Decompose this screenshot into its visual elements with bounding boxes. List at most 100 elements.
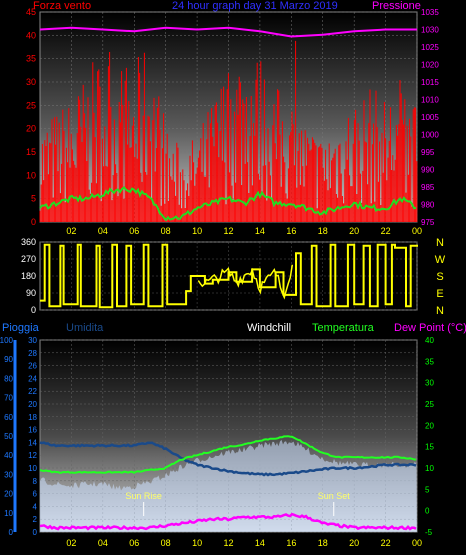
rain-tick-label: 70 [4, 394, 13, 403]
pressure-tick-label: 985 [421, 183, 435, 192]
wind-tick-label: 40 [26, 30, 36, 40]
hour-tick-label: 20 [349, 538, 359, 548]
temperature-tick-label: 25 [425, 400, 434, 409]
rain-tick-label: 80 [4, 374, 13, 383]
hour-tick-label: 22 [381, 538, 391, 548]
wind-tick-label: 45 [26, 7, 36, 17]
direction-tick-label: 180 [21, 271, 36, 281]
pressure-tick-label: 1010 [421, 96, 439, 105]
humidity-tick-label: 4 [33, 502, 38, 511]
humidity-tick-label: 22 [28, 387, 37, 396]
hour-tick-label: 02 [66, 538, 76, 548]
wind-tick-label: 15 [26, 147, 36, 157]
humidity-tick-label: 14 [28, 438, 37, 447]
wind-tick-label: 25 [26, 100, 36, 110]
hour-tick-label: 12 [223, 538, 233, 548]
hour-tick-label: 04 [98, 226, 108, 236]
hour-tick-label: 00 [412, 226, 422, 236]
humidity-series [39, 441, 417, 477]
dewpoint-series [39, 512, 417, 531]
pressure-tick-label: 1030 [421, 26, 439, 35]
temperature-panel-marks [39, 435, 417, 532]
compass-label-n: N [436, 237, 444, 249]
compass-label-w: W [435, 254, 446, 266]
hour-tick-label: 18 [318, 226, 328, 236]
legend-humidity: Umidita [66, 322, 104, 334]
pressure-tick-label: 1020 [421, 61, 439, 70]
temperature-series [39, 435, 417, 474]
rain-tick-label: 40 [4, 451, 13, 460]
rain-tick-label: 20 [4, 490, 13, 499]
compass-label-e: E [436, 288, 443, 300]
hour-tick-label: 10 [192, 226, 202, 236]
temperature-tick-label: 30 [425, 379, 434, 388]
temperature-tick-label: 40 [425, 336, 434, 345]
wind-tick-label: 10 [26, 170, 36, 180]
rain-tick-label: 0 [9, 528, 14, 537]
humidity-tick-label: 30 [28, 336, 37, 345]
hour-tick-label: 14 [255, 538, 265, 548]
direction-panel-marks [40, 243, 418, 309]
humidity-tick-label: 18 [28, 413, 37, 422]
pressure-tick-label: 990 [421, 166, 435, 175]
temperature-tick-label: 15 [425, 443, 434, 452]
pressure-axis-title: Pressione [372, 0, 421, 12]
direction-tick-label: 270 [21, 254, 36, 264]
legend-temperature: Temperatura [312, 322, 375, 334]
humidity-tick-label: 2 [33, 515, 38, 524]
wind-direction-variability [197, 264, 294, 300]
direction-tick-label: 360 [21, 237, 36, 247]
hour-tick-label: 00 [412, 538, 422, 548]
pressure-tick-label: 1035 [421, 8, 439, 17]
rain-tick-label: 90 [4, 355, 13, 364]
windchill-area [40, 439, 417, 532]
pressure-tick-label: 1005 [421, 113, 439, 122]
pressure-tick-label: 1000 [421, 131, 439, 140]
hour-tick-label: 20 [349, 226, 359, 236]
wind-speed-series [39, 40, 418, 222]
compass-label-s: S [436, 271, 443, 283]
chart-title: 24 hour graph day 31 Marzo 2019 [172, 0, 338, 12]
rain-tick-label: 10 [4, 509, 13, 518]
humidity-tick-label: 20 [28, 400, 37, 409]
wind-direction-series [40, 243, 418, 309]
temperature-tick-label: 35 [425, 357, 434, 366]
humidity-tick-label: 26 [28, 362, 37, 371]
humidity-tick-label: 16 [28, 426, 37, 435]
temperature-tick-label: 5 [425, 485, 430, 494]
hour-tick-label: 04 [98, 538, 108, 548]
direction-tick-label: 0 [31, 305, 36, 315]
pressure-tick-label: 975 [421, 218, 435, 227]
hour-tick-label: 08 [161, 538, 171, 548]
pressure-tick-label: 980 [421, 201, 435, 210]
humidity-tick-label: 28 [28, 349, 37, 358]
hour-tick-label: 18 [318, 538, 328, 548]
wind-tick-label: 30 [26, 77, 36, 87]
temperature-tick-label: 10 [425, 464, 434, 473]
rain-tick-label: 30 [4, 470, 13, 479]
hour-tick-label: 16 [286, 226, 296, 236]
pressure-tick-label: 1015 [421, 78, 439, 87]
hour-tick-label: 06 [129, 538, 139, 548]
humidity-tick-label: 24 [28, 374, 37, 383]
wind-tick-label: 35 [26, 54, 36, 64]
wind-tick-label: 20 [26, 124, 36, 134]
rain-tick-label: 50 [4, 432, 13, 441]
humidity-tick-label: 12 [28, 451, 37, 460]
hour-tick-label: 10 [192, 538, 202, 548]
wind-axis-title: Forza vento [33, 0, 91, 12]
wind-panel-marks [39, 26, 418, 222]
legend-windchill: Windchill [247, 322, 291, 334]
temperature-tick-label: 20 [425, 421, 434, 430]
hour-tick-label: 08 [161, 226, 171, 236]
sunrise-annotation: Sun Rise [125, 491, 162, 501]
humidity-tick-label: 8 [33, 477, 38, 486]
hour-tick-label: 22 [381, 226, 391, 236]
hour-tick-label: 02 [66, 226, 76, 236]
legend-rain: Pioggia [2, 322, 40, 334]
legend-dewpoint: Dew Point (°C) [394, 322, 466, 334]
hour-tick-label: 14 [255, 226, 265, 236]
direction-tick-label: 90 [26, 288, 36, 298]
